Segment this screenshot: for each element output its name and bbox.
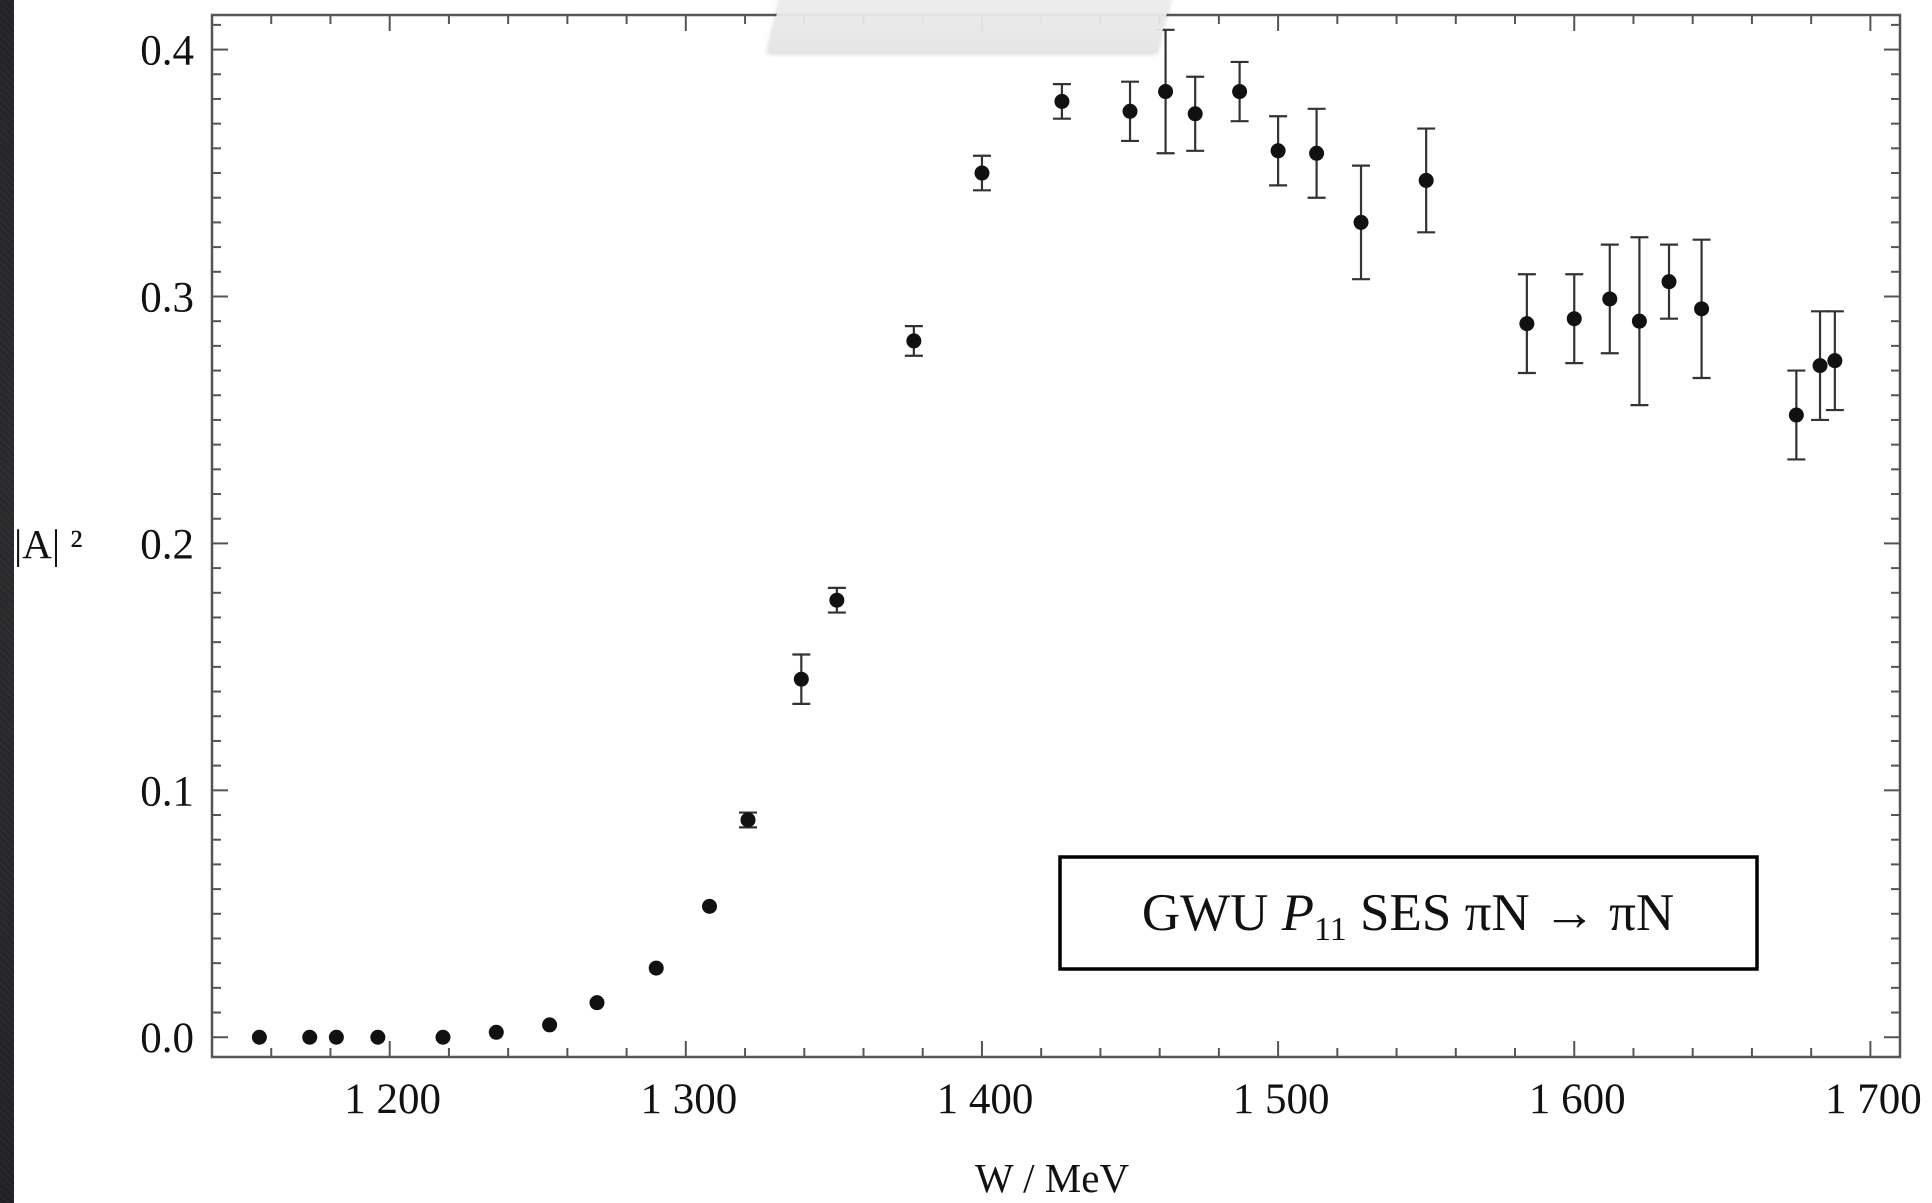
x-tick-label: 1 200 [344, 1076, 441, 1123]
data-point [328, 1029, 344, 1045]
data-point [1602, 291, 1618, 307]
data-point [1187, 106, 1203, 122]
data-point [648, 960, 664, 976]
x-axis-title: W / MeV [975, 1155, 1130, 1201]
y-tick-label: 0.2 [140, 521, 194, 568]
data-point [1054, 93, 1070, 109]
data-point [1519, 316, 1535, 332]
data-point [740, 812, 756, 828]
legend-label: GWU P11 SES πN → πN [1142, 884, 1674, 948]
data-point [1270, 143, 1286, 159]
data-point [370, 1029, 386, 1045]
data-point [1122, 103, 1138, 119]
data-point [1788, 407, 1804, 423]
data-point [251, 1029, 267, 1045]
data-point [1353, 214, 1369, 230]
data-point [1827, 353, 1843, 369]
data-point [1812, 358, 1828, 374]
error-bars [739, 28, 1844, 829]
x-axis: 1 200 1 300 1 400 1 500 1 600 1 700 [211, 15, 1922, 1123]
x-tick-label: 1 400 [937, 1076, 1034, 1123]
tape-strip [767, 0, 1173, 52]
legend: GWU P11 SES πN → πN [1058, 855, 1759, 971]
data-point [1232, 84, 1248, 100]
x-tick-label: 1 300 [640, 1076, 737, 1123]
x-tick-label: 1 600 [1529, 1076, 1626, 1123]
data-point [702, 898, 718, 914]
data-points [251, 84, 1843, 1045]
data-point [1158, 84, 1174, 100]
data-point [1631, 313, 1647, 329]
data-point [435, 1029, 451, 1045]
figure-card [14, 0, 1932, 1203]
y-tick-label: 0.3 [140, 274, 194, 321]
legend-frame [1058, 855, 1759, 971]
y-axis: 0.0 0.1 0.2 0.3 0.4 [140, 23, 1900, 1062]
data-point [906, 333, 922, 349]
data-point [302, 1029, 318, 1045]
y-tick-label: 0.4 [140, 28, 194, 75]
y-tick-label: 0.0 [140, 1015, 194, 1062]
data-point [1418, 172, 1434, 188]
x-tick-label: 1 500 [1233, 1076, 1330, 1123]
data-point [589, 995, 605, 1011]
y-axis-title: |A| ² [14, 521, 83, 567]
data-point [793, 671, 809, 687]
data-point [542, 1017, 558, 1033]
data-point [1661, 274, 1677, 290]
data-point [829, 592, 845, 608]
data-point [1309, 145, 1325, 161]
data-point [974, 165, 990, 181]
data-point [1566, 311, 1582, 327]
data-point [1694, 301, 1710, 317]
x-tick-label: 1 700 [1825, 1076, 1922, 1123]
data-point [488, 1024, 504, 1040]
y-tick-label: 0.1 [140, 768, 194, 815]
